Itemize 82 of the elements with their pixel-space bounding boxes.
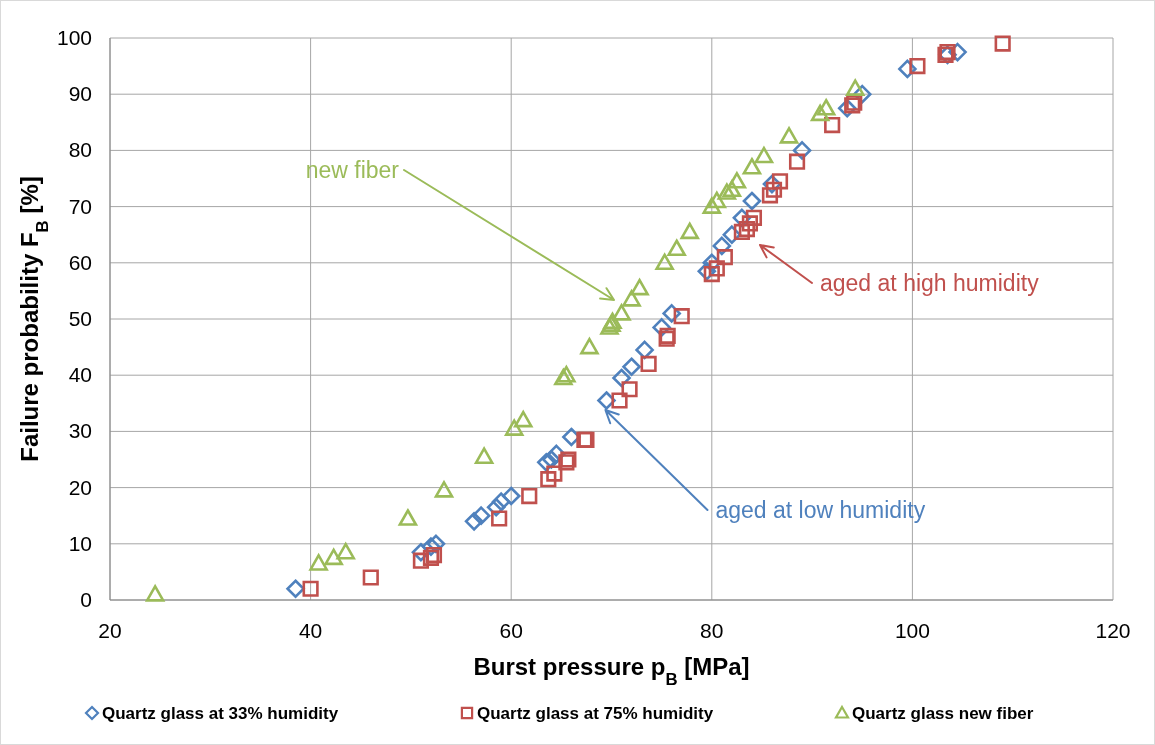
y-tick-label: 80 bbox=[68, 138, 92, 162]
point bbox=[845, 79, 865, 96]
point bbox=[655, 253, 674, 271]
point bbox=[788, 153, 806, 170]
y-tick-label: 100 bbox=[56, 26, 92, 49]
x-tick-label: 60 bbox=[499, 619, 523, 642]
point bbox=[504, 419, 524, 436]
point bbox=[521, 487, 538, 505]
legend-label: Quartz glass at 33% humidity bbox=[102, 704, 339, 723]
point bbox=[717, 183, 737, 200]
y-tick-label: 40 bbox=[68, 363, 92, 387]
point bbox=[398, 509, 418, 526]
y-tick-label: 0 bbox=[80, 588, 92, 611]
point bbox=[741, 215, 759, 232]
point bbox=[909, 58, 926, 75]
point bbox=[611, 392, 628, 409]
x-tick-label: 100 bbox=[894, 619, 930, 642]
point bbox=[742, 157, 762, 175]
point bbox=[622, 290, 641, 307]
legend-label: Quartz glass new fiber bbox=[852, 704, 1034, 723]
point bbox=[324, 548, 343, 566]
point bbox=[501, 486, 521, 506]
point bbox=[540, 471, 557, 488]
legend-label: Quartz glass at 75% humidity bbox=[477, 704, 714, 723]
x-tick-label: 20 bbox=[98, 619, 122, 642]
point bbox=[707, 191, 727, 209]
point bbox=[667, 239, 686, 257]
annotation: aged at low humidity bbox=[715, 497, 926, 524]
point bbox=[336, 542, 356, 560]
y-tick-label: 70 bbox=[68, 194, 92, 218]
point bbox=[302, 580, 319, 597]
point bbox=[708, 260, 725, 277]
y-tick-label: 60 bbox=[68, 250, 92, 274]
y-tick-label: 90 bbox=[68, 82, 92, 106]
point bbox=[716, 249, 733, 266]
y-tick-label: 20 bbox=[68, 475, 92, 499]
point bbox=[754, 146, 774, 164]
point bbox=[286, 579, 305, 599]
point bbox=[491, 510, 508, 527]
point bbox=[612, 304, 631, 321]
y-tick-label: 30 bbox=[68, 419, 92, 443]
point bbox=[474, 447, 494, 464]
point bbox=[362, 569, 379, 586]
point bbox=[745, 209, 763, 226]
point bbox=[309, 554, 328, 571]
point bbox=[513, 410, 533, 428]
point bbox=[727, 172, 747, 189]
point bbox=[471, 506, 491, 525]
point bbox=[680, 222, 700, 240]
point bbox=[622, 357, 641, 377]
point bbox=[412, 552, 430, 569]
point bbox=[145, 585, 165, 602]
point bbox=[779, 127, 799, 144]
x-axis-title: Burst pressure p$_{B}$ [MPa] bbox=[473, 653, 750, 689]
point bbox=[771, 173, 789, 190]
point bbox=[733, 223, 750, 240]
point bbox=[621, 381, 638, 398]
point bbox=[742, 191, 762, 211]
point bbox=[810, 104, 830, 122]
point bbox=[703, 265, 720, 283]
point bbox=[434, 481, 454, 498]
x-tick-label: 120 bbox=[1095, 619, 1131, 642]
point bbox=[765, 181, 783, 198]
point bbox=[546, 465, 563, 482]
y-tick-label: 10 bbox=[68, 531, 92, 555]
point bbox=[491, 492, 511, 511]
annotation: new fiber bbox=[305, 157, 400, 183]
x-tick-label: 40 bbox=[298, 619, 323, 642]
y-tick-label: 50 bbox=[68, 307, 92, 330]
point bbox=[702, 197, 722, 214]
point bbox=[816, 98, 836, 116]
point bbox=[630, 278, 649, 296]
x-tick-label: 80 bbox=[700, 619, 724, 642]
point bbox=[994, 35, 1011, 52]
point bbox=[464, 512, 484, 531]
annotation: aged at high humidity bbox=[820, 270, 1040, 296]
point bbox=[640, 355, 657, 373]
point bbox=[722, 180, 742, 198]
point bbox=[761, 187, 779, 204]
point bbox=[673, 308, 690, 325]
point bbox=[738, 220, 756, 238]
point bbox=[580, 337, 599, 355]
